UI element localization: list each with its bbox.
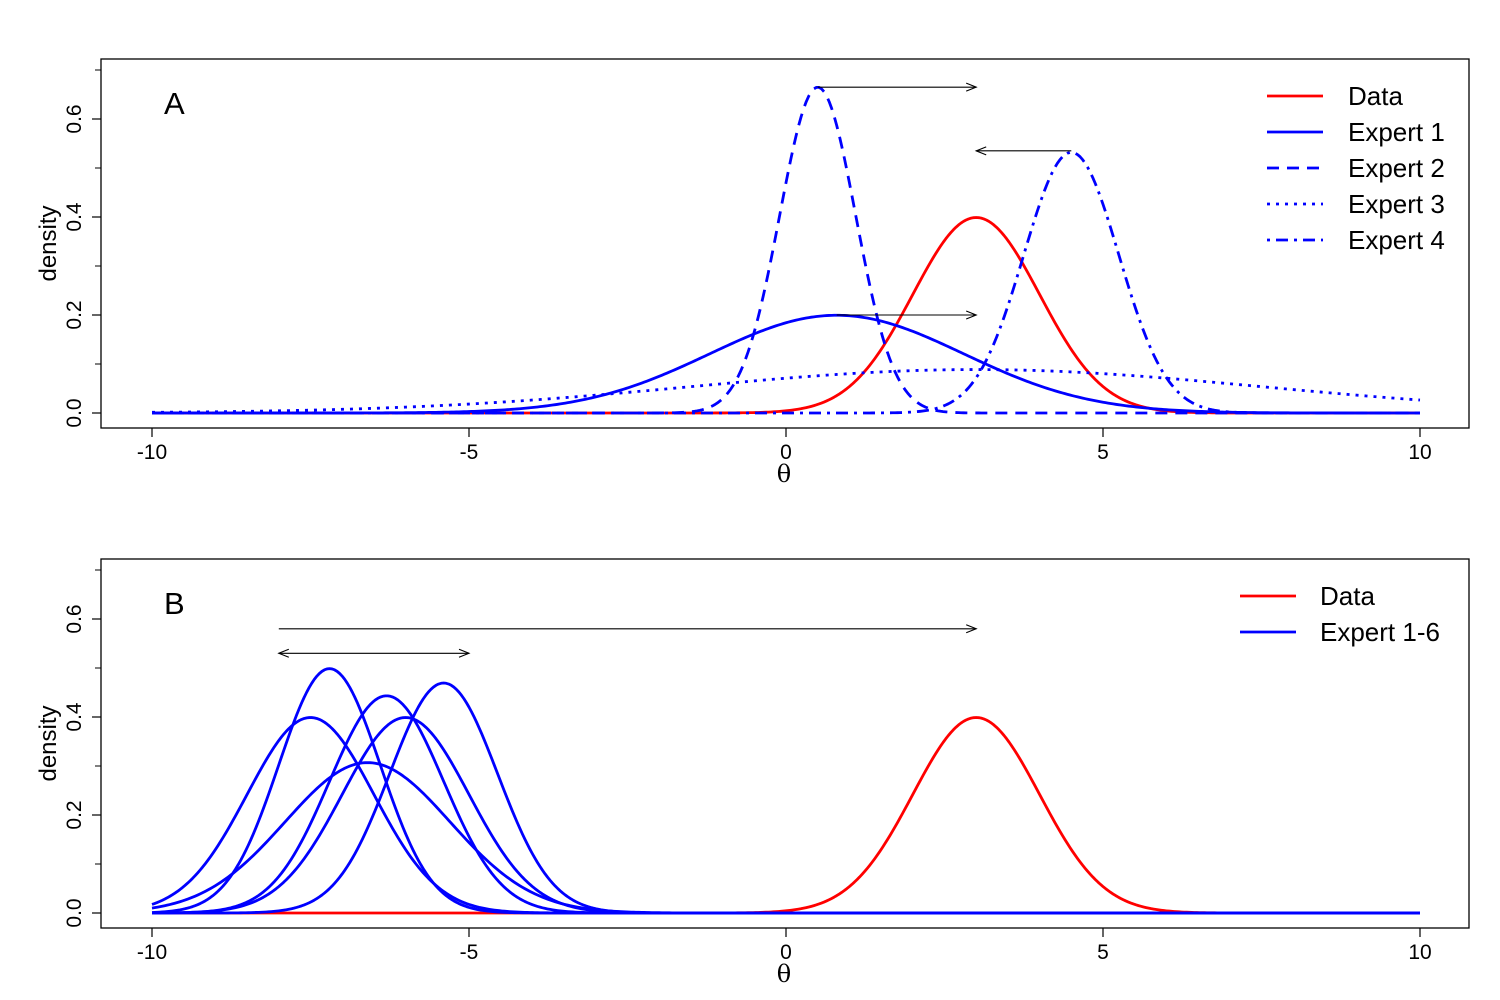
- y-tick-label: 0.0: [63, 898, 86, 927]
- panel-b: -10 -5 0 5 10 0.0 0.2 0.4 0.6 θ density B Data Expert…: [35, 558, 1470, 988]
- annotation-arrow: [817, 82, 978, 92]
- legend: Data Expert 1-6: [1240, 581, 1440, 647]
- y-axis-title: density: [35, 205, 62, 281]
- x-tick-label: 5: [1097, 441, 1109, 464]
- y-tick-label: 0.4: [63, 702, 86, 732]
- x-tick-label: 5: [1097, 941, 1109, 964]
- x-tick-label: 0: [780, 941, 792, 964]
- x-tick-label: 0: [780, 441, 792, 464]
- series-line: [152, 85, 1420, 415]
- y-tick-label: 0.2: [63, 300, 86, 329]
- x-tick-label: 10: [1408, 441, 1431, 464]
- series-line: [152, 151, 1420, 415]
- y-tick-label: 0.6: [63, 604, 86, 633]
- panel-a: -10 -5 0 5 10 0.0 0.2 0.4 0.6 θ density A Data Expert…: [35, 58, 1470, 488]
- x-axis-title: θ: [777, 460, 791, 488]
- panel-label: B: [164, 586, 185, 621]
- x-tick-label: 10: [1408, 941, 1431, 964]
- x-tick-label: -10: [137, 941, 167, 964]
- x-tick-label: -5: [460, 941, 479, 964]
- annotation-arrow: [277, 648, 471, 658]
- legend-label: Expert 3: [1348, 189, 1445, 219]
- plot-frame: [100, 558, 1470, 929]
- plot-frame: [100, 58, 1470, 429]
- x-tick-label: -5: [460, 441, 479, 464]
- panel-label: A: [164, 86, 185, 121]
- series-line: [152, 681, 1420, 915]
- y-tick-label: 0.4: [63, 202, 86, 232]
- legend: Data Expert 1 Expert 2 Expert 3 Expert 4: [1267, 81, 1445, 255]
- y-axis-title: density: [35, 705, 62, 781]
- x-tick-label: -10: [137, 441, 167, 464]
- legend-label: Data: [1320, 581, 1375, 611]
- legend-label: Expert 4: [1348, 225, 1445, 255]
- legend-label: Expert 1-6: [1320, 617, 1440, 647]
- annotation-arrow: [836, 310, 978, 320]
- x-axis-title: θ: [777, 960, 791, 988]
- y-tick-label: 0.6: [63, 104, 86, 133]
- y-tick-label: 0.2: [63, 800, 86, 829]
- annotation-arrow: [974, 146, 1072, 156]
- annotation-arrow: [278, 624, 978, 634]
- legend-label: Data: [1348, 81, 1403, 111]
- y-tick-label: 0.0: [63, 398, 86, 427]
- legend-label: Expert 2: [1348, 153, 1445, 183]
- legend-label: Expert 1: [1348, 117, 1445, 147]
